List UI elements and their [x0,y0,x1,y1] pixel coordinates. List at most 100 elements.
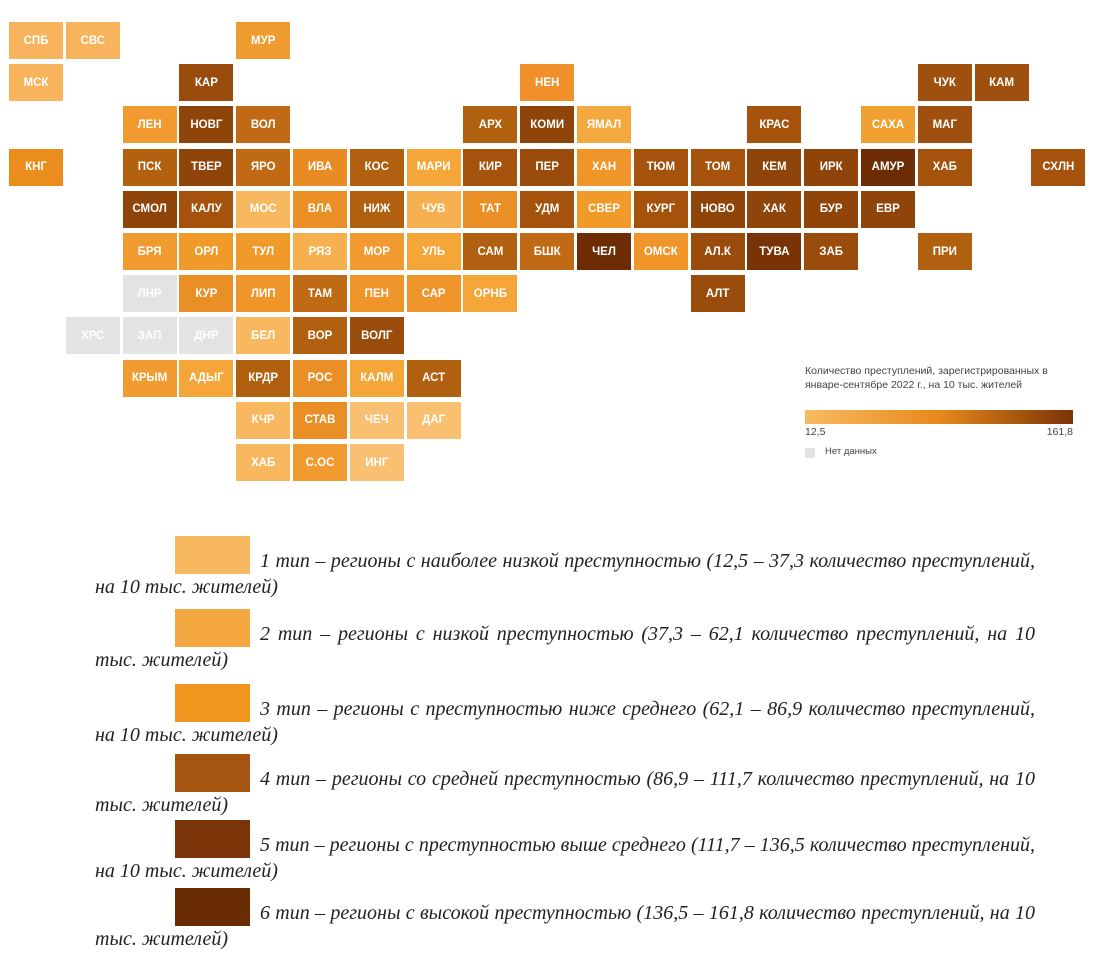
region-tile: ОМСК [633,233,688,270]
region-tile: КРЫМ [122,359,177,397]
type-swatch [175,609,250,647]
region-tile: БШК [520,233,575,270]
type-description: 1 тип – регионы с наиболее низкой престу… [95,550,1035,598]
region-tile: СХЛН [1031,148,1086,186]
region-tile: РОС [293,359,347,397]
type-description: 6 тип – регионы с высокой преступностью … [95,902,1035,950]
region-tile: ИВА [293,148,347,186]
region-tile: МУР [236,22,291,59]
region-tile: ЧУК [917,64,972,102]
region-tile: ПЕР [520,148,575,186]
region-tile: АСТ [406,359,461,397]
region-tile: АДЫГ [179,359,234,397]
region-tile: ЗАБ [804,233,859,270]
region-tile: БУР [804,190,859,228]
region-tile: ЗАП [122,317,177,355]
region-tile: КЧР [236,401,291,439]
region-tile: АЛТ [690,275,745,313]
region-tile: ХРС [65,317,120,355]
region-tile: ВОР [293,317,347,355]
region-tile: АРХ [463,106,518,144]
region-tile: СМОЛ [122,190,177,228]
region-tile: КАР [179,64,234,102]
region-tile: ТУЛ [236,233,291,270]
region-tile: ИНГ [349,444,404,481]
region-tile: ХАК [747,190,802,228]
region-tile: КОМИ [520,106,575,144]
legend-gradient [805,410,1073,424]
region-tile: КАЛУ [179,190,234,228]
region-tile: КРАС [747,106,802,144]
no-data-swatch [805,448,815,458]
region-tile: МОС [236,190,291,228]
region-tile: ХАН [577,148,631,186]
region-tile: ОРНБ [463,275,518,313]
region-tile: КОС [349,148,404,186]
region-tile: СТАВ [293,401,347,439]
region-tile: ВЛА [293,190,347,228]
region-tile: УДМ [520,190,575,228]
region-tile: САР [406,275,461,313]
region-tile: САМ [463,233,518,270]
region-tile: НЕН [520,64,575,102]
region-tile: ХАБ [917,148,972,186]
region-tile: НИЖ [349,190,404,228]
legend-min: 12,5 [805,426,826,438]
region-tile: СПБ [9,22,63,59]
region-tile: ПСК [122,148,177,186]
region-tile: ВОЛ [236,106,291,144]
region-tile: ТУВА [747,233,802,270]
region-tile: ЕВР [861,190,915,228]
region-tile: ДАГ [406,401,461,439]
type-description: 2 тип – регионы с низкой преступностью (… [95,623,1035,671]
type-swatch [175,536,250,574]
region-tile: ЛНР [122,275,177,313]
region-tile: С.ОС [293,444,347,481]
region-tile: КИР [463,148,518,186]
region-tile: МОР [349,233,404,270]
region-tile: ЧУВ [406,190,461,228]
region-tile: ОРЛ [179,233,234,270]
region-tile: ТАМ [293,275,347,313]
region-tile: ДНР [179,317,234,355]
region-tile: АМУР [861,148,915,186]
region-tile: МСК [9,64,63,102]
region-tile: НОВГ [179,106,234,144]
region-tile: УЛЬ [406,233,461,270]
region-tile: ВОЛГ [349,317,404,355]
region-tile: КАЛМ [349,359,404,397]
region-tile: БРЯ [122,233,177,270]
region-tile: ЯМАЛ [577,106,631,144]
region-tile: КНГ [9,148,63,186]
region-tile: НОВО [690,190,745,228]
type-swatch [175,754,250,792]
region-tile: ТВЕР [179,148,234,186]
region-tile: МАГ [917,106,972,144]
region-tile: ПЕН [349,275,404,313]
region-tile: СВЕР [577,190,631,228]
region-tile: ХАБ [236,444,291,481]
region-tile: ИРК [804,148,859,186]
type-swatch [175,820,250,858]
type-description: 4 тип – регионы со средней преступностью… [95,768,1035,816]
region-tile: ЧЕЛ [577,233,631,270]
region-tile: КАМ [974,64,1029,102]
region-tile: ТАТ [463,190,518,228]
region-tile: РЯЗ [293,233,347,270]
type-description: 5 тип – регионы с преступностью выше сре… [95,834,1035,882]
region-tile: САХА [861,106,915,144]
region-tile: КУР [179,275,234,313]
type-swatch [175,888,250,926]
region-tile: АЛ.К [690,233,745,270]
type-description: 3 тип – регионы с преступностью ниже сре… [95,698,1035,746]
no-data-label: Нет данных [825,446,877,457]
type-swatch [175,684,250,722]
region-tile: КУРГ [633,190,688,228]
region-tile: БЕЛ [236,317,291,355]
legend-title: Количество преступлений, зарегистрирован… [805,365,1048,391]
region-tile: ТЮМ [633,148,688,186]
region-tile: ТОМ [690,148,745,186]
region-tile: КЕМ [747,148,802,186]
legend-max: 161,8 [1046,426,1073,438]
